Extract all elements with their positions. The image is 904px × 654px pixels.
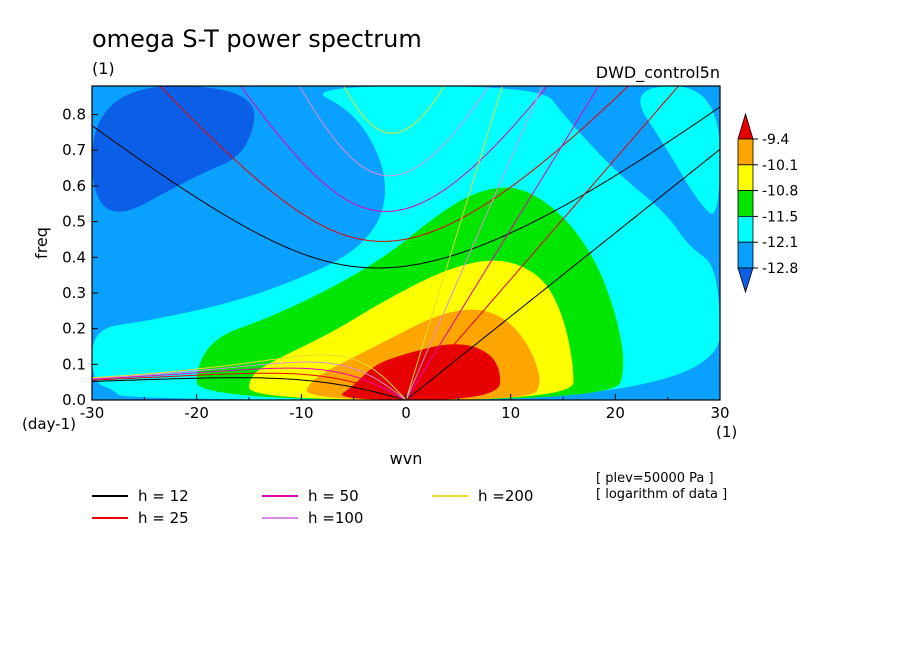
curve-gravity-h25 <box>159 86 630 242</box>
colorbar-label: -9.4 <box>762 132 789 148</box>
curve-kelvin-h12 <box>405 148 720 400</box>
curve-rossby-h200 <box>92 354 407 400</box>
colorbar-swatch <box>737 164 754 192</box>
colorbar-swatch <box>737 241 754 269</box>
colorbar-label: -12.1 <box>762 235 798 251</box>
colorbar-top-arrow <box>737 112 754 140</box>
legend-label: h = 25 <box>138 509 189 527</box>
curve-rossby-h25 <box>92 372 407 400</box>
colorbar-label: -10.1 <box>762 158 798 174</box>
contour-fill <box>92 86 720 400</box>
y-tick-label: 0.6 <box>62 177 86 195</box>
legend-label: h = 12 <box>138 487 189 505</box>
plot-area <box>92 86 720 400</box>
curve-kelvin-h50 <box>405 86 600 400</box>
curve-gravity-h200 <box>343 86 445 134</box>
colorbar-label: -11.5 <box>762 209 798 225</box>
note-plev: [ plev=50000 Pa ] <box>596 471 714 486</box>
y-tick-label: 0.5 <box>62 213 86 231</box>
colorbar-bottom-arrow <box>737 267 754 294</box>
curve-kelvin-h100 <box>405 86 543 400</box>
y-unit-label: (day-1) <box>22 415 76 433</box>
x-tick-label: -20 <box>184 404 209 422</box>
band-cyan-east <box>640 86 720 214</box>
colorbar: -9.4 -10.1 -10.8 -11.5 -12.1 -12.8 <box>737 112 798 294</box>
x-tick-label: 0 <box>401 404 411 422</box>
band-lowest-corner <box>92 86 255 212</box>
y-tick-label: 0.8 <box>62 106 86 124</box>
run-label: DWD_control5n <box>596 63 720 83</box>
colorbar-label: -10.8 <box>762 184 798 200</box>
curve-rossby-h100 <box>92 361 407 400</box>
y-tick-label: 0.1 <box>62 355 86 373</box>
curve-kelvin-h200 <box>405 86 503 400</box>
x-tick-label: -10 <box>289 404 314 422</box>
x-tick-label: 10 <box>501 404 520 422</box>
chart-title: omega S-T power spectrum <box>92 25 422 53</box>
colorbar-swatch <box>737 190 754 217</box>
x-tick-label: -30 <box>80 404 105 422</box>
colorbar-label: -12.8 <box>762 261 798 277</box>
x-tick-label: 20 <box>606 404 625 422</box>
y-tick-label: 0.4 <box>62 248 86 266</box>
x-axis: -30 -20 -10 0 10 20 30 <box>80 394 730 422</box>
unit-label: (1) <box>92 59 115 78</box>
curve-kelvin-h25 <box>405 86 680 400</box>
colorbar-swatch <box>737 138 754 166</box>
legend-label: h = 50 <box>308 487 359 505</box>
x-axis-label: wvn <box>390 449 423 468</box>
curve-gravity-h12 <box>92 106 720 269</box>
y-axis: 0.0 0.1 0.2 0.3 0.4 0.5 0.6 0.7 0.8 <box>62 106 98 409</box>
dispersion-curves <box>92 86 720 400</box>
legend-label: h =200 <box>478 487 533 505</box>
note-log: [ logarithm of data ] <box>596 487 727 502</box>
y-tick-label: 0.3 <box>62 284 86 302</box>
y-axis-label: freq <box>32 227 51 259</box>
y-tick-label: 0.0 <box>62 391 86 409</box>
curve-gravity-h50 <box>240 86 548 212</box>
curve-rossby-h50 <box>92 367 407 400</box>
colorbar-swatch <box>737 215 754 243</box>
legend: h = 12 h = 25 h = 50 h =100 h =200 <box>92 487 533 527</box>
band-red <box>342 344 501 400</box>
legend-label: h =100 <box>308 509 363 527</box>
x-unit-label: (1) <box>716 423 737 441</box>
x-tick-label: 30 <box>710 404 729 422</box>
y-tick-label: 0.7 <box>62 141 86 159</box>
curve-rossby-h12 <box>92 377 407 400</box>
curve-gravity-h100 <box>298 86 490 177</box>
y-tick-label: 0.2 <box>62 320 86 338</box>
